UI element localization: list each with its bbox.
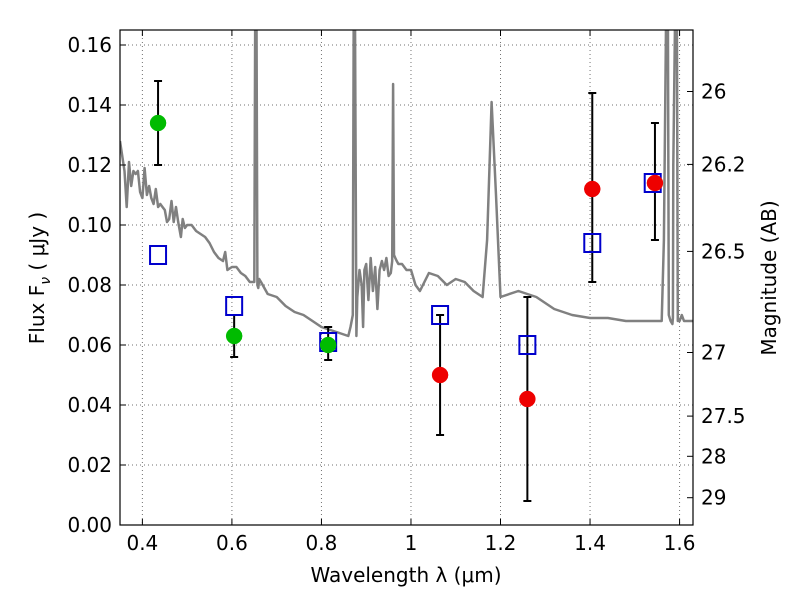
x-tick-label: 0.4 [126, 531, 158, 555]
y-axis-label: Flux Fν ( μJy ) [25, 212, 54, 344]
model-square-marker [431, 305, 450, 325]
y-tick-label: 0.06 [67, 333, 112, 357]
observed-point [646, 174, 664, 192]
y2-tick-label: 26.2 [701, 152, 746, 176]
x-tick-label: 1.6 [664, 531, 696, 555]
plot-frame [119, 29, 694, 526]
x-tick-label: 1 [405, 531, 418, 555]
model-square-marker [583, 233, 602, 253]
observed-point [519, 390, 536, 408]
spectrum-line [120, 30, 693, 338]
grid-lines [120, 30, 693, 525]
y-tick-label: 0.00 [67, 513, 112, 537]
model-square-marker [225, 296, 244, 316]
observed-point [584, 180, 601, 198]
model-square-marker [518, 335, 537, 355]
y-tick-label: 0.10 [67, 213, 112, 237]
x-axis-label: Wavelength λ (μm) [310, 563, 501, 587]
x-tick-label: 1.4 [574, 531, 606, 555]
y-tick-label: 0.12 [67, 153, 112, 177]
y2-axis-label: Magnitude (AB) [757, 200, 781, 355]
y2-tick-label: 29 [701, 486, 726, 510]
y2-tick-label: 26 [701, 80, 726, 104]
y2-tick-label: 27.5 [701, 404, 746, 428]
y2-tick-label: 28 [701, 444, 726, 468]
y2-tick-label: 27 [701, 341, 726, 365]
spectrum-layer [120, 30, 693, 338]
observed-point [431, 366, 449, 384]
markers [149, 114, 664, 408]
y-tick-label: 0.16 [67, 33, 112, 57]
y-axis-label-unit: ( μJy ) [25, 212, 49, 277]
x-tick-label: 1.2 [485, 531, 517, 555]
observed-point [319, 336, 337, 354]
observed-point [149, 114, 167, 132]
plot-area [120, 30, 693, 525]
x-tick-label: 0.6 [216, 531, 248, 555]
model-square-marker [149, 245, 168, 265]
y-tick-label: 0.08 [67, 273, 112, 297]
observed-point [225, 327, 243, 345]
y2-tick-label: 26.5 [701, 239, 746, 263]
y-tick-label: 0.04 [67, 393, 112, 417]
axis-ticks: 0.4 0.6 0.8 1 1.2 1.4 1.6 0.00 0.02 0.04 0.06 0.08 0… [67, 30, 746, 555]
y-axis-label-main: Flux F [25, 285, 49, 344]
x-tick-label: 0.8 [306, 531, 338, 555]
y-axis-label-subscript: ν [38, 277, 54, 285]
y-tick-label: 0.02 [67, 453, 112, 477]
y-tick-label: 0.14 [67, 93, 112, 117]
